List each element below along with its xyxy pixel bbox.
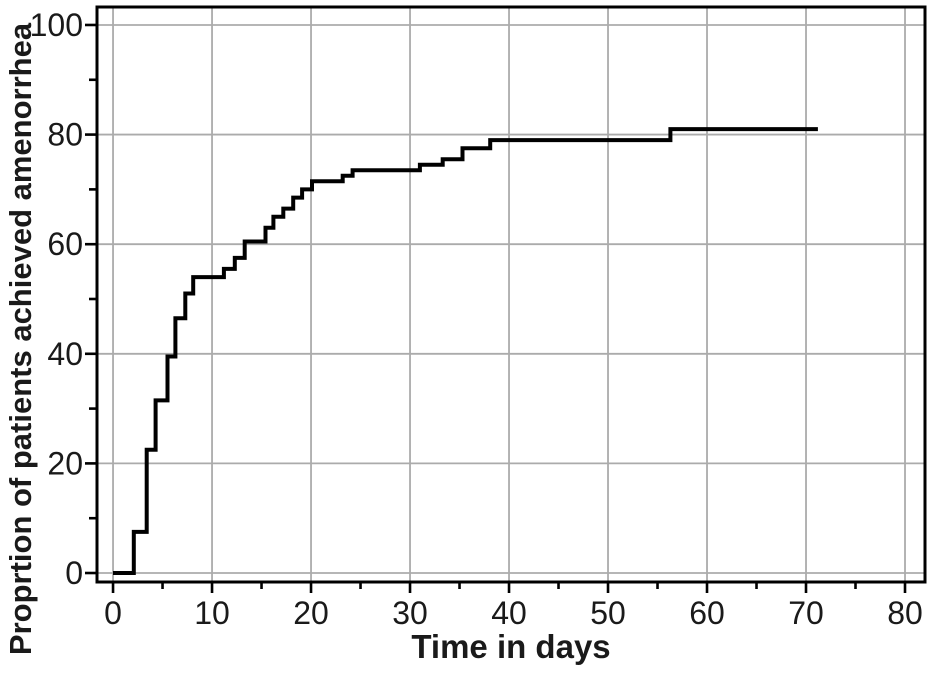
survival-curve — [113, 127, 818, 575]
x-tick-label: 70 — [788, 595, 824, 631]
x-axis-title: Time in days — [411, 628, 611, 665]
gridlines — [97, 7, 925, 582]
y-tick-labels: 0 20 40 60 80 100 — [30, 7, 83, 591]
x-tick-label: 30 — [392, 595, 428, 631]
x-tick-label: 0 — [104, 595, 122, 631]
plot-frame — [95, 5, 927, 584]
x-tick-label: 20 — [293, 595, 329, 631]
axis-ticks — [85, 23, 907, 593]
x-tick-label: 50 — [590, 595, 626, 631]
y-tick-label: 100 — [30, 7, 83, 43]
x-tick-label: 80 — [887, 595, 923, 631]
y-tick-label: 80 — [47, 117, 83, 153]
x-tick-label: 10 — [194, 595, 230, 631]
y-axis-title: Proprtion of patients achieved amenorrhe… — [3, 22, 38, 656]
km-step-curve — [113, 127, 818, 575]
y-tick-label: 60 — [47, 226, 83, 262]
x-tick-labels: 0 10 20 30 40 50 60 70 80 — [104, 595, 923, 631]
x-tick-label: 60 — [689, 595, 725, 631]
y-tick-label: 0 — [65, 555, 83, 591]
y-tick-label: 20 — [47, 445, 83, 481]
y-tick-label: 40 — [47, 336, 83, 372]
x-tick-label: 40 — [491, 595, 527, 631]
